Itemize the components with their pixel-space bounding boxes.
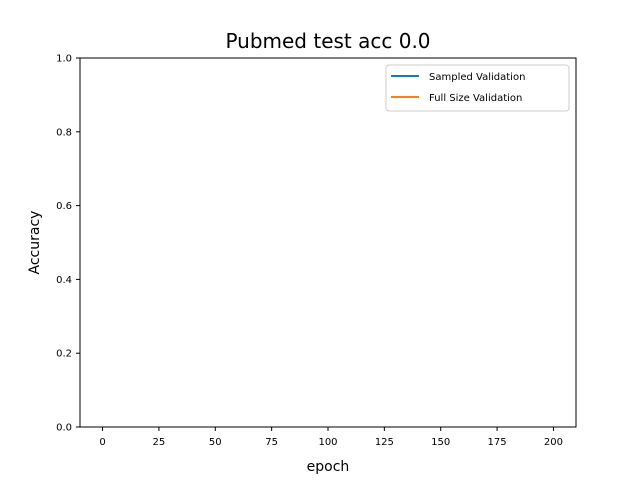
x-tick-label: 125 (375, 437, 394, 448)
x-tick-label: 175 (488, 437, 507, 448)
plot-area (79, 57, 577, 428)
y-tick-label: 0.6 (56, 201, 72, 212)
legend-label-full-size-validation: Full Size Validation (429, 93, 522, 104)
y-tick-label: 0.0 (56, 423, 72, 434)
y-axis-label: Accuracy (27, 211, 43, 275)
legend-box (385, 64, 570, 112)
x-tick-label: 0 (99, 437, 105, 448)
y-tick-label: 0.8 (56, 127, 72, 138)
y-tick-label: 0.4 (56, 275, 72, 286)
x-tick-label: 50 (209, 437, 222, 448)
chart-title: Pubmed test acc 0.0 (225, 29, 430, 53)
x-tick-label: 75 (265, 437, 278, 448)
x-tick-label: 150 (431, 437, 450, 448)
y-tick-label: 0.2 (56, 349, 72, 360)
x-tick-label: 25 (153, 437, 166, 448)
legend-label-sampled-validation: Sampled Validation (429, 72, 525, 83)
x-ticks: 0 25 50 75 100 125 150 175 200 (99, 427, 563, 448)
x-axis-label: epoch (307, 459, 350, 475)
x-tick-label: 100 (318, 437, 337, 448)
y-tick-label: 1.0 (56, 54, 72, 65)
x-tick-label: 200 (544, 437, 563, 448)
legend: Sampled Validation Full Size Validation (385, 64, 570, 112)
y-ticks: 0.0 0.2 0.4 0.6 0.8 1.0 (56, 54, 80, 434)
